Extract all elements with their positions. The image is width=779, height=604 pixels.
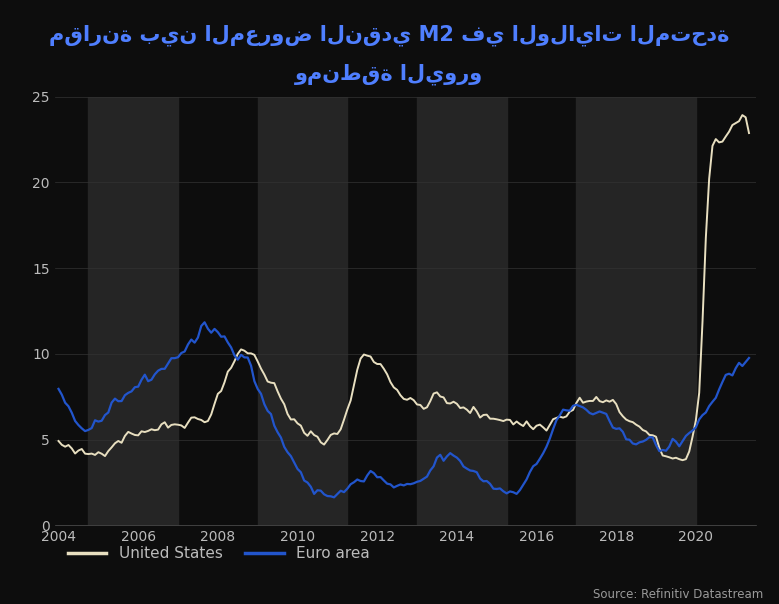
Bar — [417, 97, 506, 525]
Bar — [88, 97, 178, 525]
Text: ومنطقة اليورو: ومنطقة اليورو — [295, 63, 484, 85]
Legend: United States, Euro area: United States, Euro area — [62, 540, 375, 567]
Text: مقارنة بين المعروض النقدي M2 في الولايات المتحدة: مقارنة بين المعروض النقدي M2 في الولايات… — [49, 24, 730, 46]
Text: Source: Refinitiv Datastream: Source: Refinitiv Datastream — [593, 588, 763, 601]
Bar — [576, 97, 696, 525]
Bar — [258, 97, 347, 525]
